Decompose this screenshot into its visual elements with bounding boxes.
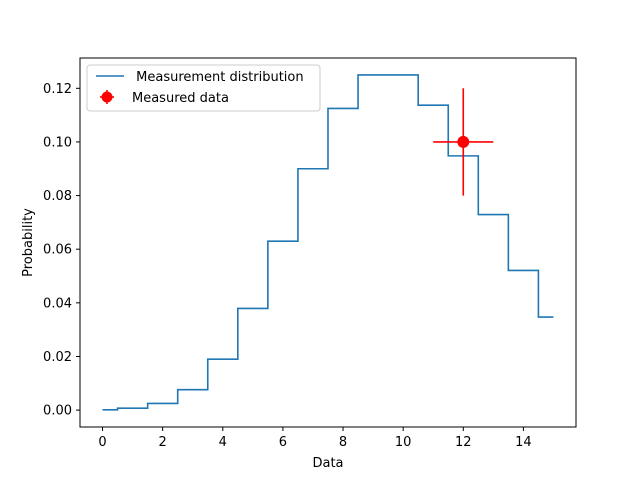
y-tick-label: 0.02 (43, 350, 72, 365)
x-tick-label: 12 (455, 435, 472, 450)
axis-ticks: 0 2 4 6 8 10 12 14 0.00 0.02 0.04 0.06 0.08 0.10 0.12 (43, 82, 532, 450)
legend-box (86, 64, 321, 112)
legend-label-measured: Measured data (132, 91, 229, 106)
legend-label-distribution: Measurement distribution (132, 70, 304, 85)
legend: Measurement distribution Measured data (86, 64, 321, 112)
y-tick-label: 0.10 (43, 135, 72, 150)
x-axis-label: Data (312, 456, 343, 471)
y-tick-label: 0.00 (43, 404, 72, 419)
y-tick-label: 0.08 (43, 189, 72, 204)
y-tick-label: 0.06 (43, 243, 72, 258)
y-tick-label: 0.04 (43, 296, 72, 311)
x-tick-label: 8 (339, 435, 347, 450)
x-tick-label: 14 (515, 435, 532, 450)
legend-marker-swatch (101, 91, 113, 103)
measured-data-point (457, 135, 470, 148)
distribution-step-line (102, 74, 554, 411)
x-tick-label: 10 (395, 435, 412, 450)
x-tick-label: 2 (159, 435, 167, 450)
axes-frame (79, 57, 577, 428)
x-tick-label: 4 (219, 435, 227, 450)
x-tick-label: 6 (279, 435, 287, 450)
y-axis-label: Probability (21, 208, 36, 277)
plot-area (102, 74, 554, 411)
y-tick-label: 0.12 (43, 82, 72, 97)
x-tick-label: 0 (98, 435, 106, 450)
